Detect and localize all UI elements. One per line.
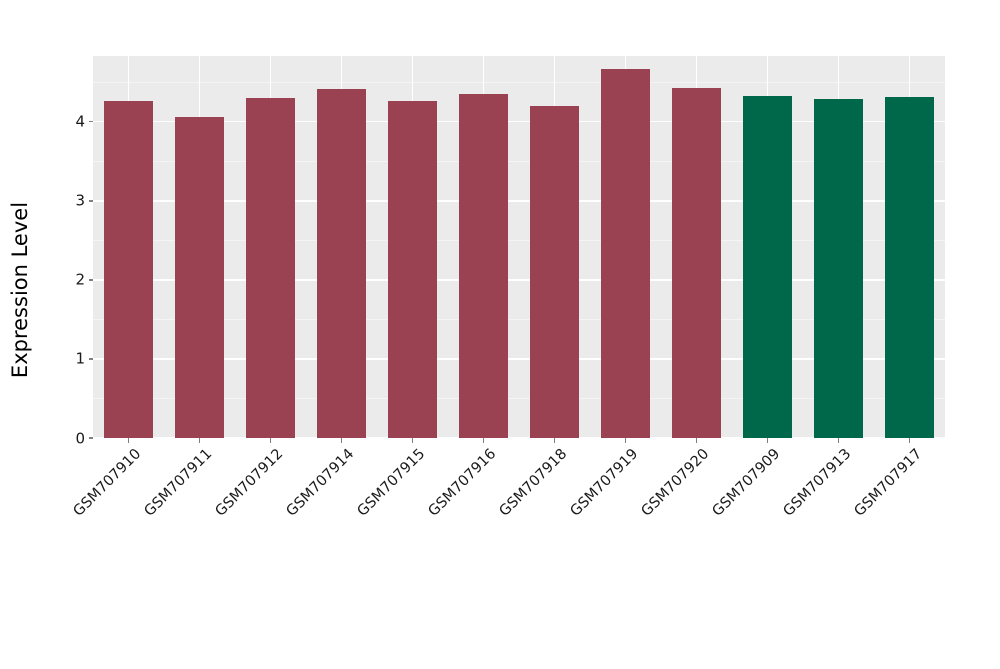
x-tick-mark <box>837 438 840 443</box>
y-tick-label: 0 <box>75 429 85 447</box>
y-tick-label: 4 <box>75 112 85 131</box>
x-tick-mark <box>553 438 556 443</box>
bar-GSM707915[interactable] <box>387 101 438 438</box>
bar-GSM707918[interactable] <box>529 105 580 438</box>
x-tick-mark <box>340 438 343 443</box>
bar-GSM707913[interactable] <box>813 98 864 438</box>
y-tick-mark <box>89 437 93 439</box>
x-tick-mark <box>269 438 272 443</box>
x-tick-mark <box>411 438 414 443</box>
bar-GSM707912[interactable] <box>245 97 296 438</box>
y-tick-mark <box>89 199 93 202</box>
y-tick-label: 2 <box>75 270 85 289</box>
gridline-major-horizontal <box>93 358 945 360</box>
y-axis-title: Expression Level <box>8 201 32 379</box>
gridline-minor-horizontal <box>93 397 945 399</box>
gridline-major-horizontal <box>93 199 945 202</box>
bar-GSM707919[interactable] <box>600 68 651 438</box>
x-tick-mark <box>127 438 130 443</box>
bar-chart: Expression Level 0 1 2 3 4 GSM707910 GSM70791… <box>8 56 945 580</box>
gridline-major-horizontal <box>93 120 945 123</box>
x-tick-mark <box>482 438 485 443</box>
bar-GSM707909[interactable] <box>742 95 793 438</box>
y-tick-mark <box>89 358 93 360</box>
gridline-minor-horizontal <box>93 81 945 83</box>
bar-GSM707920[interactable] <box>671 88 722 438</box>
x-tick-mark <box>908 438 911 443</box>
gridline-major-horizontal <box>93 279 945 281</box>
bar-GSM707914[interactable] <box>316 89 367 438</box>
gridline-minor-horizontal <box>93 239 945 241</box>
y-tick-mark <box>89 120 93 123</box>
x-axis: GSM707910 GSM707911 GSM707912 GSM707914 GSM7… <box>70 438 945 580</box>
y-tick-label: 3 <box>75 191 85 210</box>
y-axis: 0 1 2 3 4 <box>40 56 93 446</box>
x-tick-mark <box>766 438 769 443</box>
bar-GSM707910[interactable] <box>103 101 154 438</box>
gridline-minor-horizontal <box>93 318 945 320</box>
x-tick-mark <box>695 438 698 443</box>
x-tick-mark <box>624 438 627 443</box>
bar-GSM707911[interactable] <box>174 116 225 438</box>
gridline-minor-horizontal <box>93 160 945 162</box>
plot-panel <box>93 56 945 438</box>
y-tick-mark <box>89 279 93 281</box>
x-tick-mark <box>198 438 201 443</box>
gridline-major-horizontal <box>93 437 945 438</box>
bar-GSM707917[interactable] <box>884 97 935 438</box>
y-tick-label: 1 <box>75 349 85 368</box>
bar-GSM707916[interactable] <box>458 93 509 438</box>
